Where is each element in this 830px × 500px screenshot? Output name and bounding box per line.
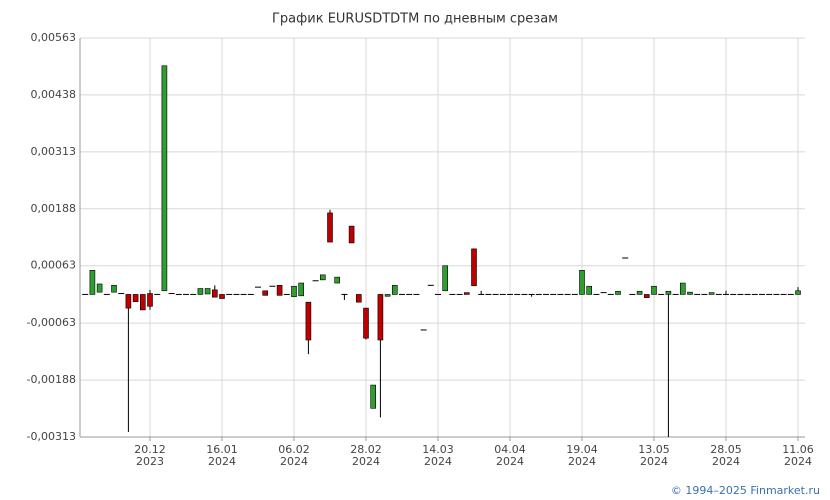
candle-body [197, 288, 204, 295]
candle-body [125, 294, 132, 309]
candle-body [204, 288, 211, 295]
y-tick-label: -0,00313 [27, 430, 76, 443]
candle-body [636, 290, 643, 295]
chart-title: График EURUSDTDTM по дневным срезам [272, 12, 558, 27]
candle-body [212, 289, 218, 298]
x-tick-label: 14.03 [422, 443, 454, 456]
x-tick-label: 13.05 [638, 443, 670, 456]
x-tick-year: 2024 [424, 455, 452, 468]
candle-body [687, 291, 693, 295]
candle-body [355, 294, 362, 303]
candle-body [579, 269, 585, 295]
y-tick-label: 0,00563 [31, 31, 77, 44]
y-tick-label: 0,00438 [31, 88, 77, 101]
candle-body [319, 274, 326, 281]
candle-body [377, 294, 384, 341]
candle-body [586, 285, 593, 295]
candle-body [471, 248, 477, 287]
x-tick-label: 28.02 [350, 443, 382, 456]
candle-body [442, 265, 449, 292]
candle-body [89, 269, 96, 295]
candle-body [140, 294, 146, 311]
candle-body [665, 290, 672, 295]
x-tick-label: 06.02 [278, 443, 310, 456]
y-tick-label: 0,00313 [31, 145, 77, 158]
candle-body [305, 301, 312, 341]
x-tick-year: 2024 [784, 455, 812, 468]
candle-body [795, 290, 801, 295]
y-tick-label: 0,00063 [31, 259, 77, 272]
candle-body [651, 285, 657, 295]
candle-body [334, 276, 341, 284]
candle-body [219, 294, 225, 299]
candle-body [615, 290, 621, 295]
x-tick-year: 2023 [136, 455, 164, 468]
candle-body [708, 292, 715, 295]
x-tick-label: 19.04 [566, 443, 598, 456]
candle-body [132, 294, 139, 303]
candle-body [96, 283, 103, 293]
candle-body [348, 225, 355, 244]
y-tick-label: 0,00188 [31, 202, 77, 215]
x-tick-year: 2024 [640, 455, 668, 468]
candle-body [161, 65, 168, 292]
candle-body [384, 294, 391, 297]
candle-body [370, 384, 377, 409]
candle-body [327, 212, 333, 243]
x-tick-year: 2024 [352, 455, 380, 468]
x-tick-year: 2024 [568, 455, 596, 468]
candle-body [363, 307, 369, 339]
candle-body [276, 285, 283, 296]
footer: © 1994–2025 Finmarket.ru [671, 484, 820, 497]
candle-body [147, 293, 153, 307]
y-tick-label: -0,00188 [27, 373, 76, 386]
candle-body [391, 285, 398, 295]
x-tick-year: 2024 [208, 455, 236, 468]
x-tick-label: 20.12 [134, 443, 166, 456]
x-tick-label: 16.01 [206, 443, 238, 456]
y-tick-label: -0,00063 [27, 316, 76, 329]
candle-body [679, 282, 686, 295]
candle-body [262, 290, 269, 296]
x-tick-year: 2024 [496, 455, 524, 468]
x-tick-label: 11.06 [782, 443, 814, 456]
candle-body [111, 285, 117, 293]
x-tick-year: 2024 [712, 455, 740, 468]
x-tick-year: 2024 [280, 455, 308, 468]
x-tick-label: 04.04 [494, 443, 526, 456]
x-tick-label: 28.05 [710, 443, 742, 456]
candle-body [291, 285, 297, 298]
candle-body [643, 294, 650, 298]
candle-body [463, 292, 470, 295]
candle-body [298, 282, 305, 297]
